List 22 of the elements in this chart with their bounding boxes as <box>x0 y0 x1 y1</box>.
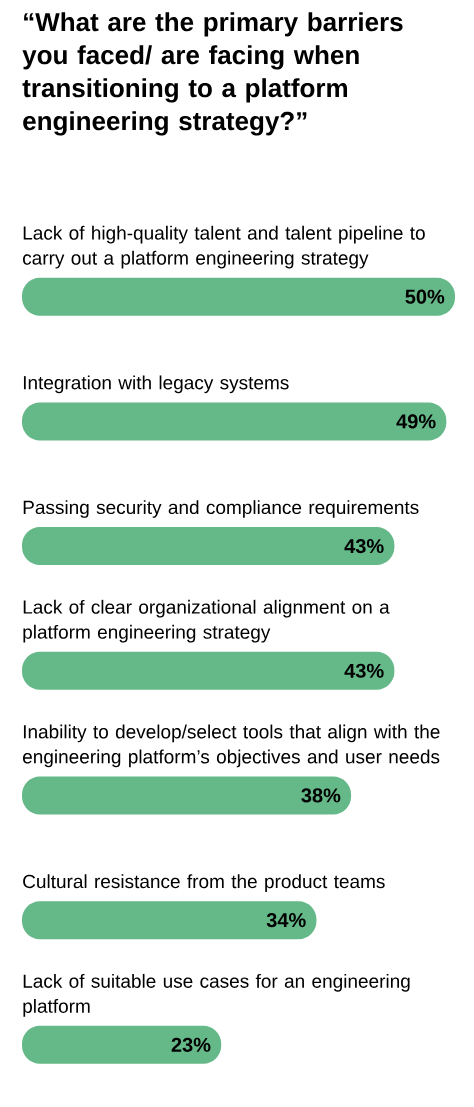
bar <box>22 651 395 690</box>
y-tick-label: Passing security and compliance requirements <box>23 500 419 518</box>
y-tick-label: Cultural resistance from the product teams <box>23 874 385 892</box>
y-tick-label: Integration with legacy systems <box>23 375 289 394</box>
data-label: 23% <box>171 1037 211 1052</box>
bar <box>22 402 447 441</box>
data-label: 43% <box>344 663 384 678</box>
chart-title: “What are the primary barriers you faced/ are facing when transitioning to a platform engineering strategy?” <box>22 12 403 136</box>
y-tick-label: Lack of clear organizational alignment on a platform engineering strategy <box>23 599 390 643</box>
bar <box>22 527 395 566</box>
y-tick-label: Lack of high-quality talent and talent pipeline to carry out a platform engineering strategy <box>23 225 425 269</box>
data-label: 34% <box>266 913 306 928</box>
data-label: 49% <box>396 414 436 429</box>
y-tick-label: Lack of suitable use cases for an engineering platform <box>23 973 410 1017</box>
data-label: 38% <box>301 788 341 803</box>
data-label: 43% <box>344 538 384 554</box>
data-label: 50% <box>405 289 445 304</box>
bar <box>22 277 455 316</box>
y-tick-label: Inability to develop/select tools that align with the engineering platform’s objectives and user needs <box>23 724 440 768</box>
bar <box>22 901 317 940</box>
bar <box>22 776 352 815</box>
bar <box>22 1025 222 1064</box>
